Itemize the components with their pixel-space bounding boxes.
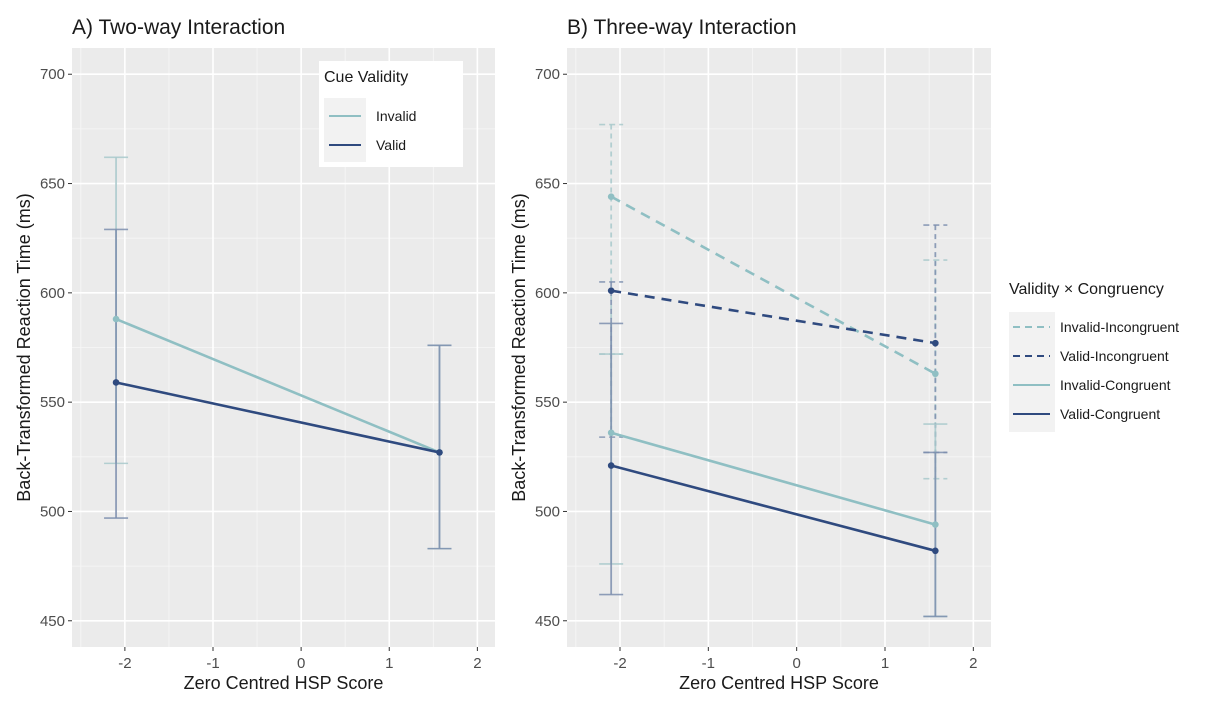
chart-title: B) Three-way Interaction <box>567 16 797 39</box>
data-point-invalid-congruent <box>932 521 939 528</box>
y-tick-label: 700 <box>40 66 65 83</box>
y-tick-label: 500 <box>40 503 65 520</box>
data-point-invalid-congruent <box>607 429 615 437</box>
y-tick-label: 650 <box>40 176 65 193</box>
legend-key-background <box>324 98 366 162</box>
series-line-invalid <box>115 317 440 454</box>
x-tick-label: 2 <box>969 655 977 672</box>
data-point-valid-incongruent <box>607 287 615 294</box>
x-tick-label: -2 <box>118 655 131 672</box>
y-tick-label: 450 <box>40 613 65 630</box>
y-axis-label: Back-Transformed Reaction Time (ms) <box>509 193 529 501</box>
x-tick-label: 0 <box>297 655 305 672</box>
series-line-valid-incongruent <box>610 289 936 345</box>
data-point-valid <box>112 379 120 386</box>
x-axis-label: Zero Centred HSP Score <box>679 673 879 693</box>
panel-a: -2 -1 0 1 2 450 500 550 600 650 700 A) Two-way Inte… <box>14 16 495 693</box>
data-point-valid <box>436 449 443 456</box>
y-tick-label: 500 <box>535 503 560 520</box>
data-point-valid-congruent <box>607 462 615 469</box>
legend: Validity × Congruency Invalid-Incongruent… <box>1009 281 1179 432</box>
y-tick-label: 600 <box>40 285 65 302</box>
legend-label: Invalid <box>376 108 416 124</box>
y-tick-label: 550 <box>40 394 65 411</box>
data-point-valid-incongruent <box>932 339 939 347</box>
y-tick-label: 700 <box>535 66 560 83</box>
series-line-valid-congruent <box>610 464 936 553</box>
series-line-invalid-incongruent <box>610 195 936 375</box>
y-axis-label: Back-Transformed Reaction Time (ms) <box>14 193 34 501</box>
x-tick-label: -2 <box>613 655 626 672</box>
legend-label: Invalid-Congruent <box>1060 377 1171 393</box>
y-tick-label: 450 <box>535 613 560 630</box>
legend-title: Validity × Congruency <box>1009 281 1164 298</box>
x-tick-label: 1 <box>881 655 889 672</box>
legend-title: Cue Validity <box>324 69 408 86</box>
panel-b: -2 -1 0 1 2 450 500 550 600 650 700 B) Three-way In… <box>509 16 1179 693</box>
data-point-invalid-incongruent <box>932 370 939 378</box>
x-tick-label: -1 <box>702 655 715 672</box>
data-point-invalid <box>112 315 120 323</box>
data-point-invalid-incongruent <box>607 193 615 200</box>
legend-key-background <box>1009 312 1055 432</box>
x-tick-label: 2 <box>473 655 481 672</box>
x-axis-label: Zero Centred HSP Score <box>184 673 384 693</box>
x-tick-label: 1 <box>385 655 393 672</box>
legend: Cue Validity Invalid Valid <box>319 61 463 167</box>
y-tick-label: 600 <box>535 285 560 302</box>
chart-title: A) Two-way Interaction <box>72 16 285 39</box>
data-point-valid-congruent <box>932 547 939 555</box>
legend-label: Valid <box>376 137 406 153</box>
legend-label: Valid-Congruent <box>1060 406 1160 422</box>
legend-label: Invalid-Incongruent <box>1060 319 1179 335</box>
x-tick-label: 0 <box>792 655 800 672</box>
y-tick-label: 550 <box>535 394 560 411</box>
series-line-invalid-congruent <box>610 431 936 526</box>
y-tick-label: 650 <box>535 176 560 193</box>
x-tick-label: -1 <box>206 655 219 672</box>
legend-label: Valid-Incongruent <box>1060 348 1169 364</box>
series-line-valid <box>115 381 440 454</box>
